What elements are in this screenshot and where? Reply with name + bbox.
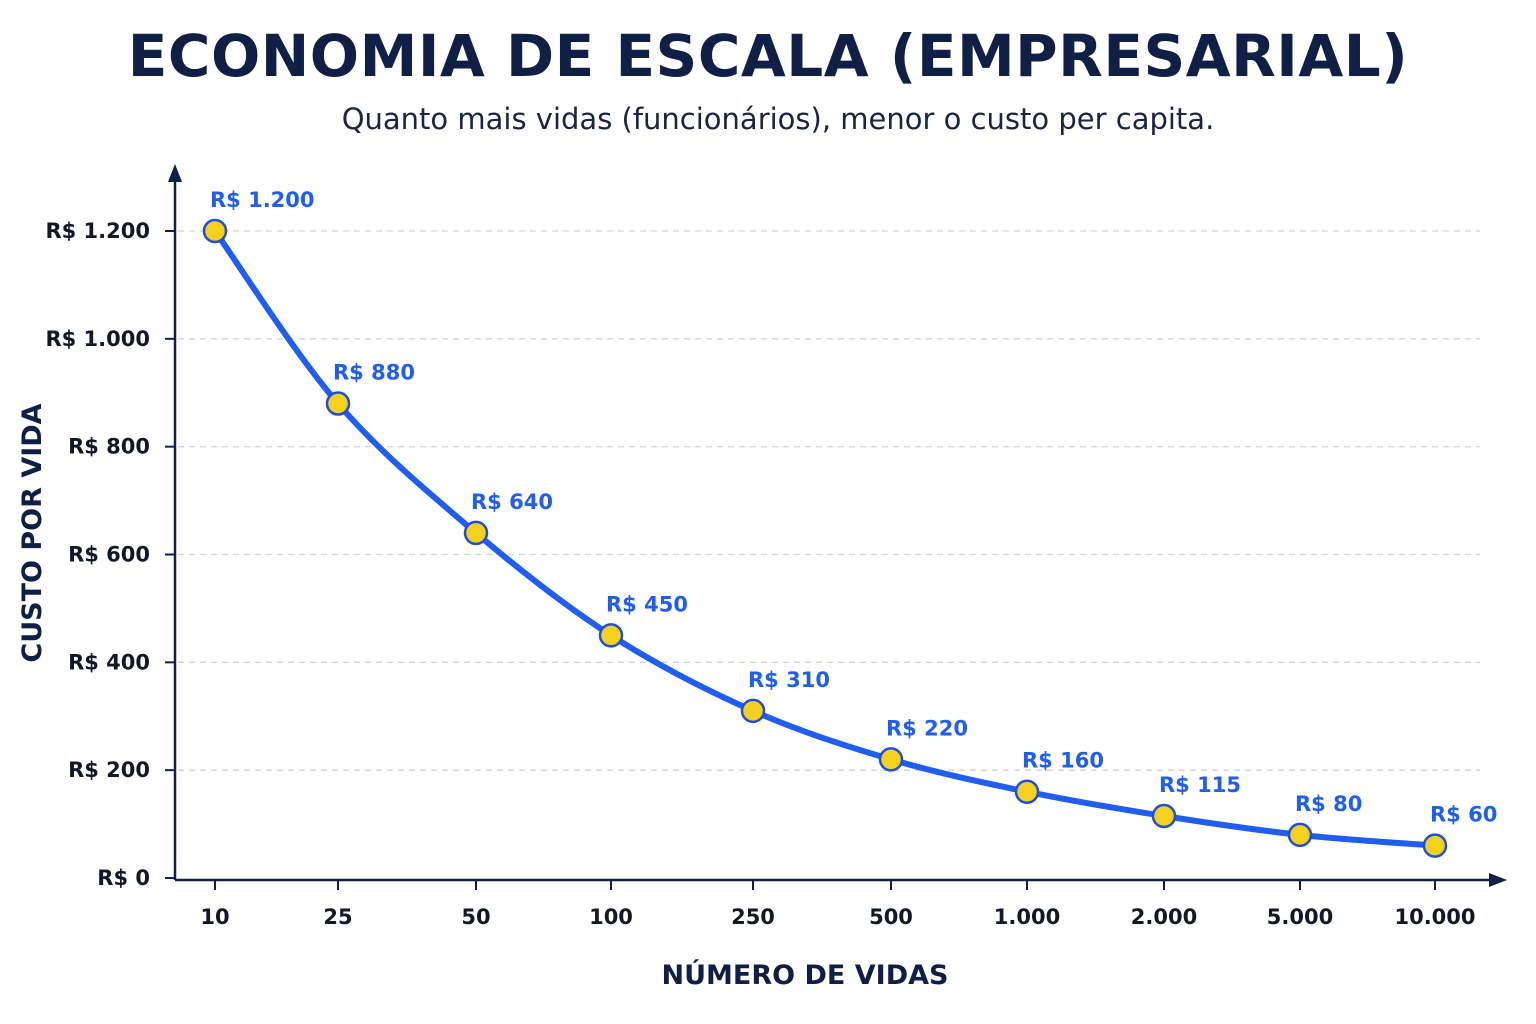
data-label: R$ 220 xyxy=(886,716,968,740)
x-tick-label: 2.000 xyxy=(1131,905,1197,929)
y-tick-label: R$ 1.200 xyxy=(45,219,150,243)
data-point xyxy=(325,391,351,416)
data-point xyxy=(598,623,624,648)
data-point xyxy=(202,218,228,244)
data-label: R$ 640 xyxy=(471,490,553,514)
chart-title: ECONOMIA DE ESCALA (EMPRESARIAL) xyxy=(127,22,1409,90)
data-label: R$ 80 xyxy=(1295,792,1362,816)
y-axis-arrow xyxy=(168,164,182,182)
y-tick-label: R$ 0 xyxy=(97,866,150,890)
data-point xyxy=(1014,779,1040,804)
data-label: R$ 450 xyxy=(606,592,688,616)
x-axis-label: NÚMERO DE VIDAS xyxy=(662,959,949,991)
x-tick-label: 10 xyxy=(200,905,229,929)
series-line xyxy=(212,228,1438,849)
grid-lines xyxy=(178,230,1480,771)
data-labels: R$ 1.200 R$ 880 R$ 640 R$ 450 R$ 310 R$ 220 R$… xyxy=(210,188,1497,827)
x-tick-label: 10.000 xyxy=(1394,905,1475,929)
x-tick-labels: 10 25 50 100 250 500 1.000 2.000 5.000 10.000 xyxy=(200,880,1476,929)
x-tick-label: 500 xyxy=(869,905,913,929)
x-tick-label: 5.000 xyxy=(1267,905,1333,929)
y-tick-label: R$ 1.000 xyxy=(45,327,150,351)
data-point xyxy=(1422,833,1448,858)
y-tick-label: R$ 800 xyxy=(68,435,150,459)
x-tick-label: 50 xyxy=(461,905,490,929)
y-tick-label: R$ 200 xyxy=(68,758,150,782)
data-label: R$ 115 xyxy=(1159,773,1241,797)
data-points xyxy=(202,218,1448,858)
x-tick-label: 1.000 xyxy=(994,905,1060,929)
data-label: R$ 310 xyxy=(748,668,830,692)
y-tick-label: R$ 400 xyxy=(68,650,150,674)
data-point xyxy=(1151,803,1177,829)
x-tick-label: 100 xyxy=(589,905,633,929)
y-axis-label: CUSTO POR VIDA xyxy=(17,403,48,662)
x-axis-arrow xyxy=(1489,873,1507,887)
chart-subtitle: Quanto mais vidas (funcionários), menor … xyxy=(341,102,1215,136)
data-point xyxy=(1287,822,1313,848)
x-tick-label: 25 xyxy=(323,905,352,929)
data-point xyxy=(878,747,904,772)
data-label: R$ 160 xyxy=(1022,749,1104,773)
data-label: R$ 1.200 xyxy=(210,188,315,212)
y-tick-labels: R$ 0 R$ 200 R$ 400 R$ 600 R$ 800 R$ 1.000 R$ 1… xyxy=(45,219,175,890)
axes xyxy=(168,164,1507,887)
data-label: R$ 60 xyxy=(1430,803,1497,827)
data-point xyxy=(463,520,489,546)
data-label: R$ 880 xyxy=(333,361,415,385)
x-tick-label: 250 xyxy=(731,905,775,929)
data-point xyxy=(740,698,766,724)
y-tick-label: R$ 600 xyxy=(68,543,150,567)
